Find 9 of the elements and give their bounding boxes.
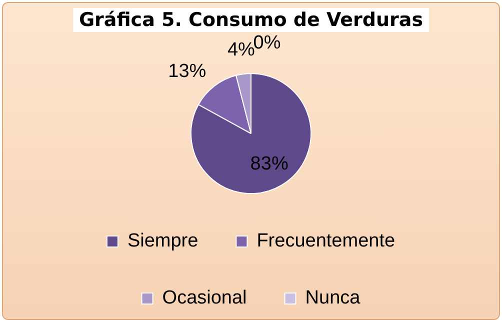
legend-label: Ocasional	[162, 288, 247, 309]
chart-title: Gráfica 5. Consumo de Verduras	[72, 8, 430, 32]
legend-label: Siempre	[127, 230, 198, 252]
data-label: 4%	[227, 39, 256, 60]
legend-label: Frecuentemente	[256, 230, 396, 252]
data-label: 13%	[168, 61, 206, 82]
text: 0%	[253, 32, 281, 54]
data-label: 83%	[250, 154, 288, 175]
legend-label: Nunca	[305, 288, 361, 309]
